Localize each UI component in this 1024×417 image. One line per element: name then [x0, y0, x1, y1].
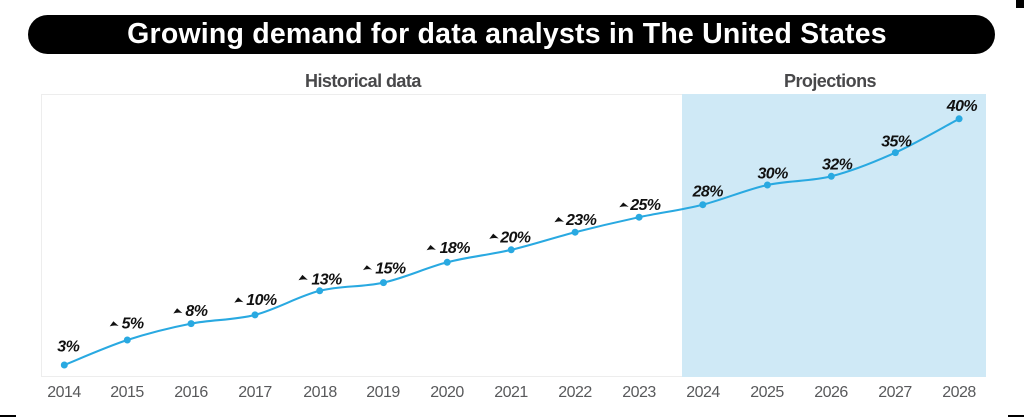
svg-text:3%: 3%	[57, 338, 79, 355]
svg-text:5%: 5%	[122, 316, 144, 333]
svg-text:8%: 8%	[185, 303, 207, 320]
svg-text:32%: 32%	[822, 156, 853, 173]
svg-text:20%: 20%	[499, 229, 531, 246]
svg-text:10%: 10%	[246, 292, 277, 309]
svg-text:15%: 15%	[375, 261, 406, 278]
svg-text:40%: 40%	[946, 98, 978, 115]
svg-text:28%: 28%	[692, 183, 724, 200]
svg-text:35%: 35%	[881, 134, 912, 151]
svg-text:18%: 18%	[440, 240, 471, 257]
svg-text:23%: 23%	[565, 212, 597, 229]
svg-text:25%: 25%	[629, 197, 661, 214]
svg-text:30%: 30%	[758, 166, 789, 183]
svg-text:13%: 13%	[311, 271, 342, 288]
